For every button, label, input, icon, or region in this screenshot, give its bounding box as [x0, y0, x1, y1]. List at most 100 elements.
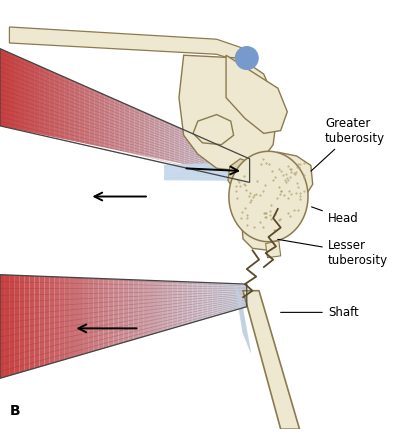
Polygon shape [74, 278, 79, 357]
Polygon shape [0, 49, 5, 127]
Polygon shape [30, 276, 34, 370]
Polygon shape [24, 276, 30, 371]
Polygon shape [225, 148, 229, 174]
Polygon shape [89, 278, 94, 353]
Polygon shape [75, 82, 80, 142]
Polygon shape [175, 126, 180, 163]
Polygon shape [222, 283, 227, 314]
Polygon shape [59, 277, 64, 361]
Polygon shape [168, 281, 173, 330]
Polygon shape [79, 278, 84, 355]
Polygon shape [265, 241, 281, 258]
Polygon shape [242, 218, 278, 250]
Polygon shape [70, 80, 75, 141]
Polygon shape [80, 84, 85, 144]
Polygon shape [229, 151, 308, 242]
Polygon shape [165, 162, 278, 180]
Circle shape [235, 47, 258, 69]
Polygon shape [69, 277, 74, 358]
Polygon shape [64, 277, 69, 360]
Polygon shape [228, 159, 262, 197]
Polygon shape [220, 145, 225, 172]
Polygon shape [115, 99, 120, 151]
Polygon shape [95, 91, 100, 147]
Polygon shape [94, 278, 99, 351]
Polygon shape [205, 139, 210, 169]
Polygon shape [15, 55, 20, 130]
Polygon shape [188, 282, 192, 324]
Polygon shape [49, 277, 54, 364]
Polygon shape [227, 283, 232, 312]
Polygon shape [217, 283, 222, 315]
Polygon shape [30, 62, 35, 133]
Polygon shape [120, 102, 125, 152]
Polygon shape [0, 274, 5, 378]
Polygon shape [55, 73, 60, 138]
Polygon shape [40, 66, 45, 135]
Polygon shape [212, 283, 217, 317]
Polygon shape [226, 55, 287, 133]
Polygon shape [5, 51, 10, 128]
Polygon shape [100, 93, 105, 148]
Polygon shape [103, 278, 109, 348]
Polygon shape [273, 152, 313, 203]
Polygon shape [54, 277, 59, 362]
Polygon shape [195, 135, 200, 168]
Text: Shaft: Shaft [280, 306, 359, 319]
Polygon shape [148, 280, 153, 335]
Polygon shape [130, 106, 135, 154]
Polygon shape [245, 156, 250, 178]
Polygon shape [45, 69, 50, 136]
Polygon shape [125, 104, 130, 153]
Polygon shape [85, 86, 90, 145]
Polygon shape [180, 128, 185, 164]
Text: Lesser
tuberosity: Lesser tuberosity [278, 239, 388, 267]
Polygon shape [235, 152, 240, 175]
Polygon shape [65, 77, 70, 141]
Polygon shape [50, 71, 55, 137]
Polygon shape [20, 57, 25, 131]
Polygon shape [153, 281, 158, 334]
Polygon shape [163, 281, 168, 331]
Polygon shape [210, 141, 214, 171]
Polygon shape [182, 282, 188, 325]
Polygon shape [10, 53, 15, 129]
Polygon shape [123, 279, 128, 343]
Polygon shape [150, 115, 155, 158]
Polygon shape [242, 284, 247, 308]
Polygon shape [138, 280, 143, 338]
Polygon shape [243, 291, 299, 429]
Polygon shape [113, 279, 118, 345]
Polygon shape [232, 283, 237, 311]
Polygon shape [140, 110, 145, 156]
Polygon shape [84, 278, 89, 354]
Polygon shape [178, 282, 182, 327]
Text: Greater
tuberosity: Greater tuberosity [311, 117, 385, 171]
Polygon shape [155, 117, 160, 159]
Polygon shape [105, 95, 110, 149]
Text: Head: Head [312, 207, 359, 225]
Polygon shape [160, 119, 165, 160]
Polygon shape [190, 133, 195, 166]
Polygon shape [128, 280, 133, 341]
Polygon shape [34, 276, 40, 368]
Polygon shape [110, 97, 115, 150]
Polygon shape [158, 281, 163, 332]
Polygon shape [25, 60, 30, 132]
Polygon shape [170, 124, 175, 162]
Polygon shape [90, 88, 95, 145]
Polygon shape [192, 282, 198, 323]
Polygon shape [35, 64, 40, 134]
Polygon shape [165, 122, 170, 161]
Polygon shape [20, 275, 24, 373]
Polygon shape [207, 282, 212, 318]
Polygon shape [202, 282, 207, 320]
Polygon shape [237, 284, 242, 309]
Polygon shape [99, 278, 103, 350]
Polygon shape [193, 114, 233, 145]
Polygon shape [109, 279, 113, 347]
Polygon shape [15, 275, 20, 374]
Polygon shape [60, 75, 65, 139]
Polygon shape [229, 150, 235, 175]
Polygon shape [145, 113, 150, 157]
